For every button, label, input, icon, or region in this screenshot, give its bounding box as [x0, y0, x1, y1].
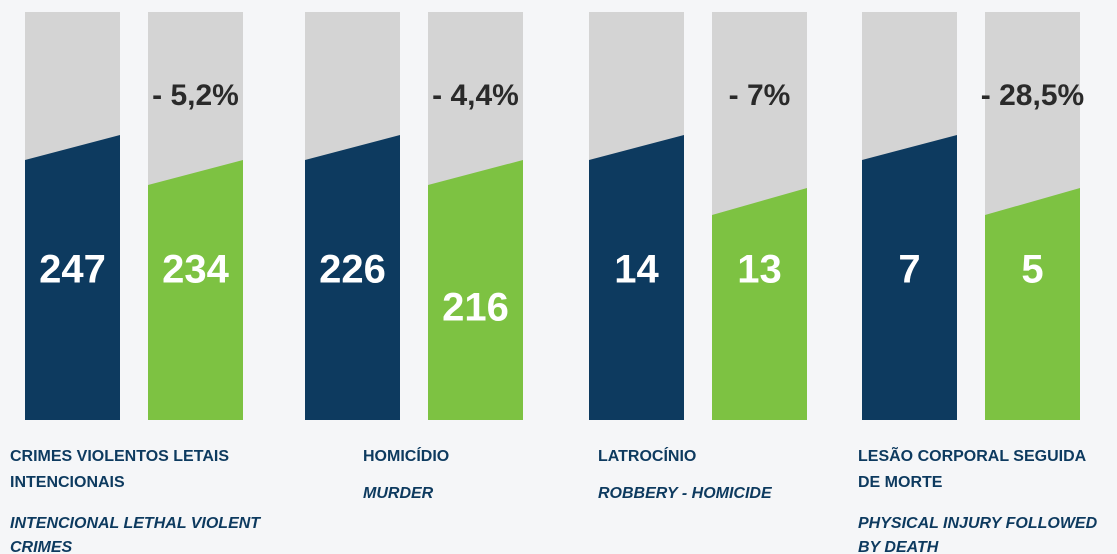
value-before: 7	[898, 248, 920, 292]
value-after: 5	[1021, 248, 1043, 292]
label-en: CRIMES	[10, 539, 73, 554]
change-label: - 5,2%	[152, 79, 239, 112]
bar-after	[148, 160, 243, 420]
value-after: 234	[162, 248, 229, 292]
value-after: 13	[737, 248, 782, 292]
bar-before	[589, 135, 684, 420]
change-label: - 7%	[729, 79, 791, 112]
label-pt: DE MORTE	[858, 474, 943, 491]
change-label: - 28,5%	[981, 79, 1084, 112]
value-after: 216	[442, 286, 509, 330]
bar-after	[712, 188, 807, 420]
label-pt: INTENCIONAIS	[10, 474, 125, 491]
label-en: PHYSICAL INJURY FOLLOWED	[858, 515, 1098, 532]
label-en: MURDER	[363, 485, 434, 502]
label-en: BY DEATH	[858, 539, 939, 554]
bar-after	[985, 188, 1080, 420]
label-pt: CRIMES VIOLENTOS LETAIS	[10, 448, 229, 465]
bar-before	[305, 135, 400, 420]
label-en: ROBBERY - HOMICIDE	[598, 485, 773, 502]
bar-before	[25, 135, 120, 420]
value-before: 226	[319, 248, 386, 292]
label-pt: LESÃO CORPORAL SEGUIDA	[858, 445, 1087, 465]
label-pt: LATROCÍNIO	[598, 446, 696, 465]
bar-before	[862, 135, 957, 420]
value-before: 247	[39, 248, 106, 292]
label-en: INTENCIONAL LETHAL VIOLENT	[10, 515, 261, 532]
value-before: 14	[614, 248, 659, 292]
bar-after	[428, 160, 523, 420]
label-pt: HOMICÍDIO	[363, 446, 449, 465]
change-label: - 4,4%	[432, 79, 519, 112]
